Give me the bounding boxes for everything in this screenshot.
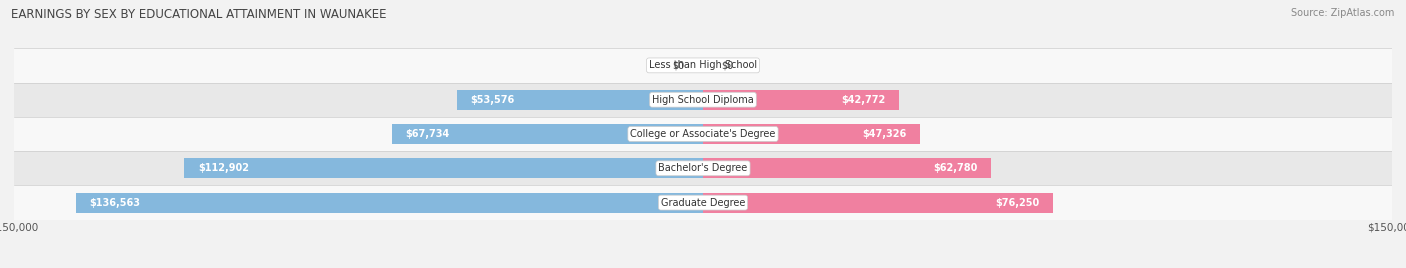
Text: $42,772: $42,772 [841, 95, 886, 105]
Text: Graduate Degree: Graduate Degree [661, 198, 745, 208]
Bar [14, 117, 1392, 151]
Bar [703, 193, 1053, 213]
Text: High School Diploma: High School Diploma [652, 95, 754, 105]
Text: Bachelor's Degree: Bachelor's Degree [658, 163, 748, 173]
Text: $112,902: $112,902 [198, 163, 249, 173]
Text: $76,250: $76,250 [995, 198, 1039, 208]
Bar [76, 193, 703, 213]
Bar [14, 83, 1392, 117]
Text: $0: $0 [721, 60, 734, 70]
Text: $136,563: $136,563 [90, 198, 141, 208]
Text: $67,734: $67,734 [406, 129, 450, 139]
Text: $47,326: $47,326 [862, 129, 907, 139]
Bar [14, 151, 1392, 185]
Text: $62,780: $62,780 [934, 163, 977, 173]
Bar [457, 90, 703, 110]
Bar [392, 124, 703, 144]
Bar [184, 158, 703, 178]
Bar [703, 158, 991, 178]
Bar [703, 90, 900, 110]
Text: Less than High School: Less than High School [650, 60, 756, 70]
Text: Source: ZipAtlas.com: Source: ZipAtlas.com [1291, 8, 1395, 18]
Text: $53,576: $53,576 [471, 95, 515, 105]
Text: College or Associate's Degree: College or Associate's Degree [630, 129, 776, 139]
Text: $0: $0 [672, 60, 685, 70]
Text: EARNINGS BY SEX BY EDUCATIONAL ATTAINMENT IN WAUNAKEE: EARNINGS BY SEX BY EDUCATIONAL ATTAINMEN… [11, 8, 387, 21]
Bar [703, 124, 921, 144]
Bar [14, 48, 1392, 83]
Bar [14, 185, 1392, 220]
